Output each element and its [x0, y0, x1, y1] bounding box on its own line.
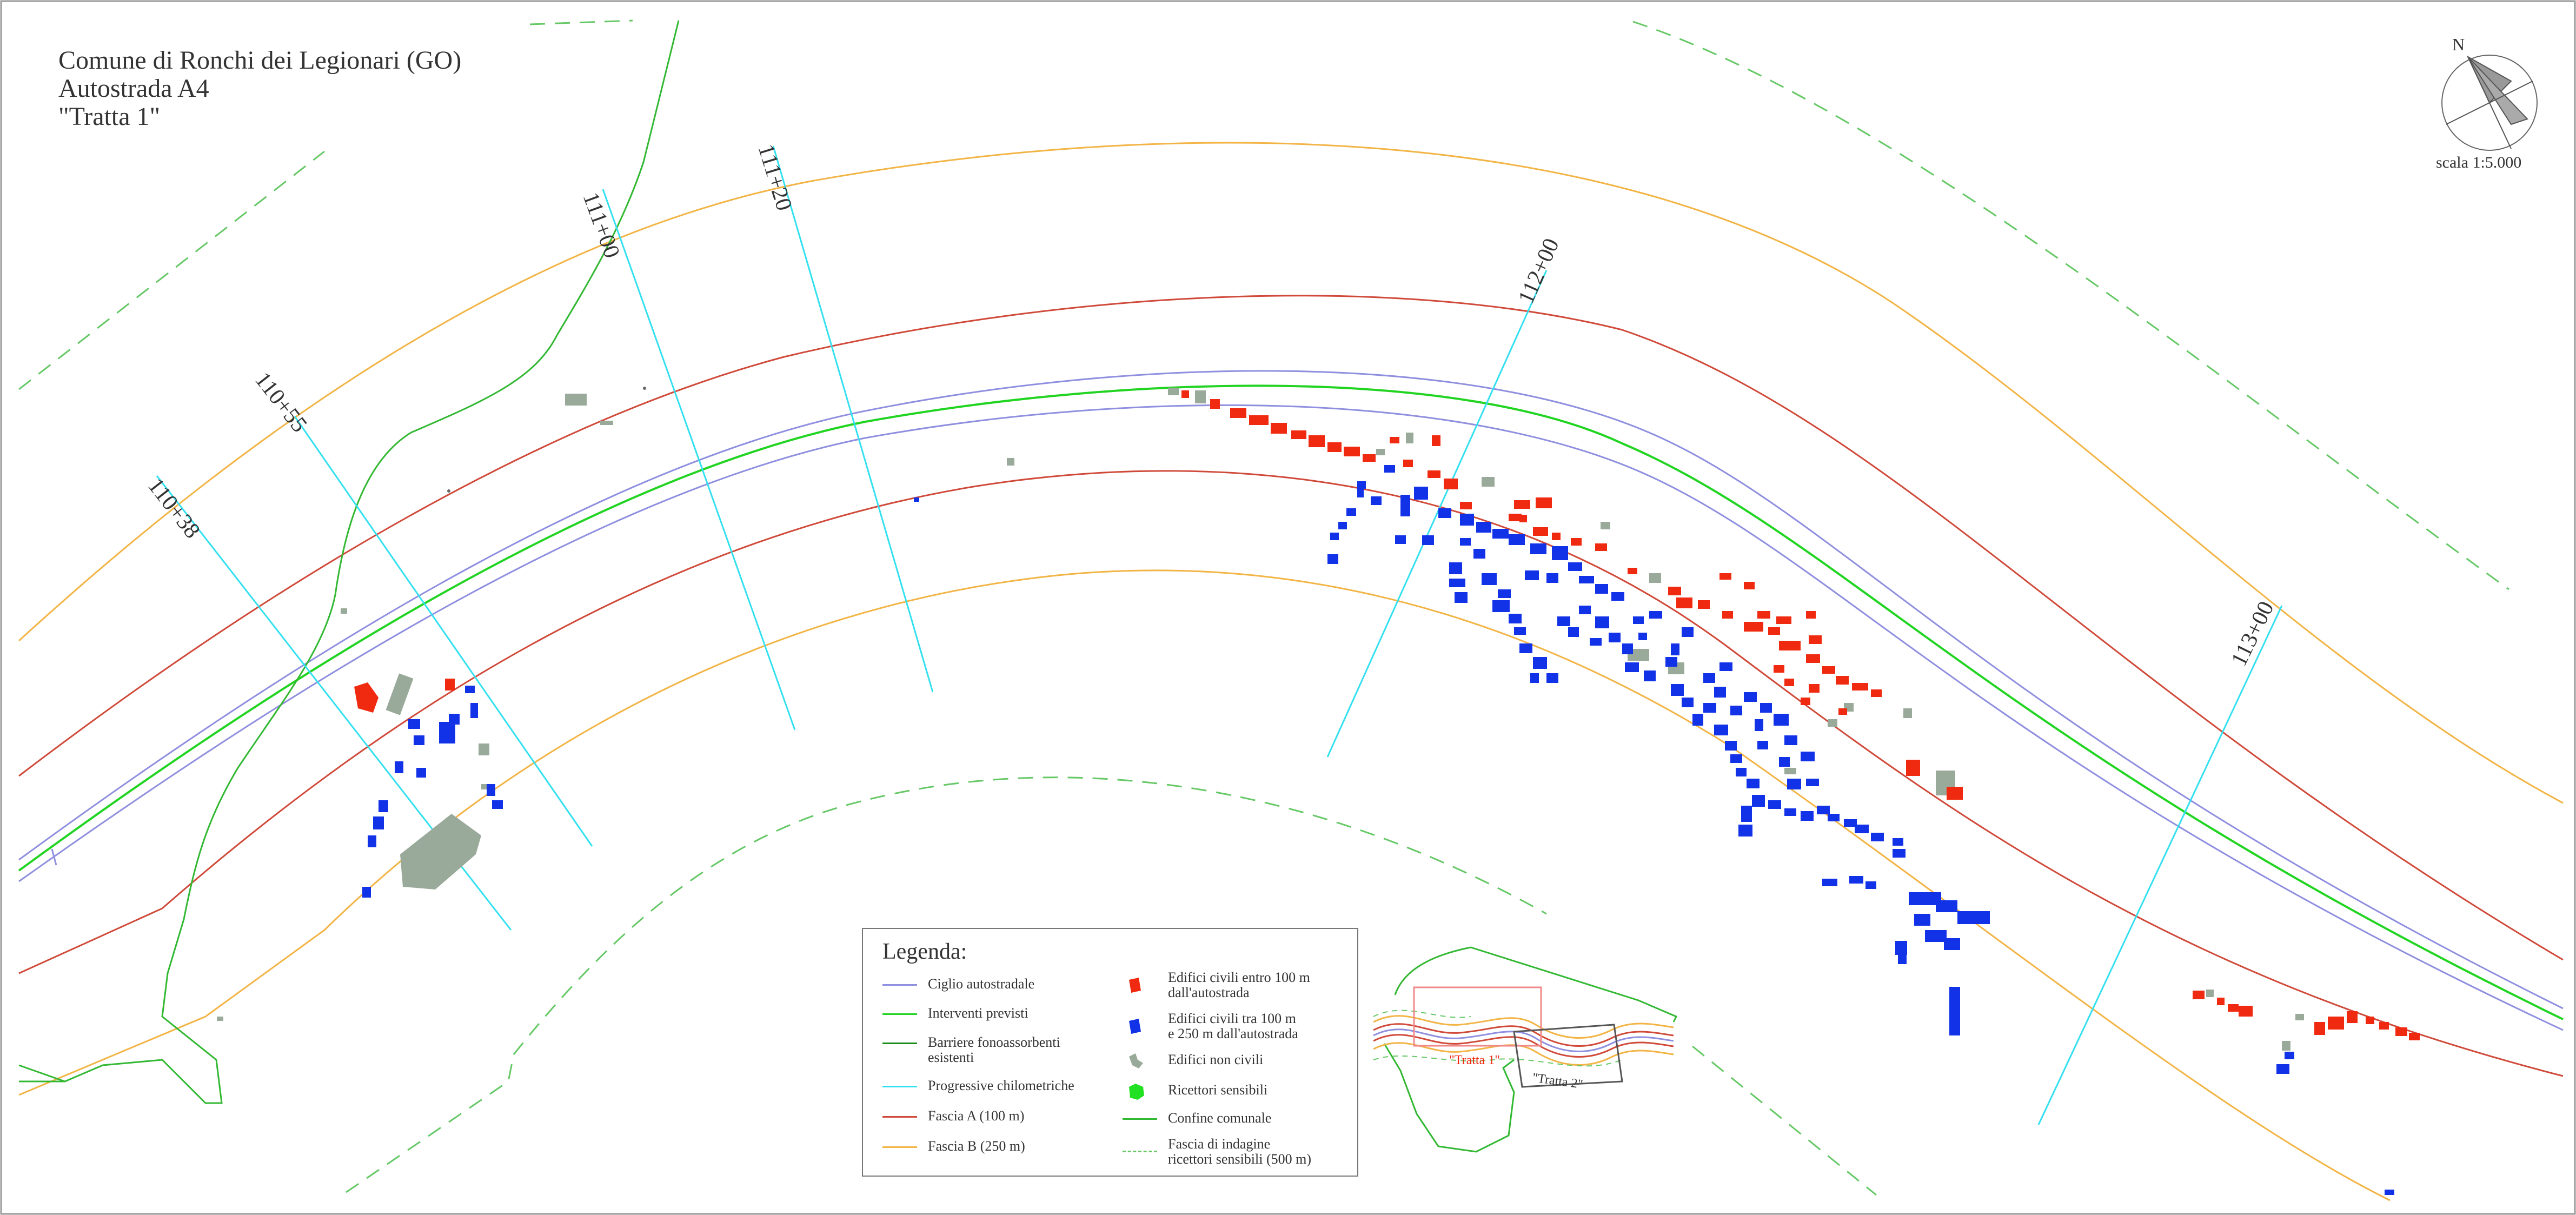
blue-building-icon — [1129, 1019, 1141, 1034]
legend-label: Edifici civili tra 100 m e 250 m dall'au… — [1168, 1011, 1298, 1041]
progressive-label: 110+38 — [143, 474, 205, 543]
progressive-line-113-00 — [2037, 605, 2283, 1125]
north-arrow-icon — [2441, 55, 2538, 151]
progressive-label: 111+20 — [753, 141, 796, 214]
legend-item-progressives: Progressive chilometriche — [882, 1078, 1099, 1100]
inset-tratta1-frame — [1413, 986, 1542, 1047]
inset-map: "Tratta 1" "Tratta 2" — [1373, 946, 1678, 1153]
carriageway-edge — [18, 370, 2564, 1031]
survey-band-500m — [18, 19, 2509, 1196]
inset-tratta2-label: "Tratta 2" — [1531, 1071, 1584, 1092]
band-a-100m — [18, 295, 2564, 1077]
legend-panel: Legenda: Ciglio autostradale Interventi … — [862, 928, 1358, 1177]
legend-item-civil-within-100m: Edifici civili entro 100 m dall'autostra… — [1123, 970, 1350, 1005]
inset-tratta2-frame — [1513, 1024, 1623, 1088]
progressive-label: 112+00 — [1513, 235, 1564, 308]
progressive-line-111-00 — [602, 189, 796, 731]
legend-title: Legenda: — [882, 939, 967, 964]
legend-swatch — [882, 1146, 917, 1148]
carriageway-tick — [51, 848, 57, 866]
legend-label: Edifici civili entro 100 m dall'autostra… — [1168, 970, 1310, 1000]
municipal-boundary — [18, 20, 680, 1104]
legend-item-barriers: Barriere fonoassorbenti esistenti — [882, 1035, 1099, 1067]
legend-swatch — [882, 1013, 917, 1015]
band-b-250m — [18, 142, 2564, 1201]
legend-item-survey-band: Fascia di indagine ricettori sensibili (… — [1123, 1137, 1350, 1171]
legend-item-planned: Interventi previsti — [882, 1006, 1099, 1027]
map-title-block: Comune di Ronchi dei Legionari (GO) Auto… — [58, 47, 461, 131]
legend-item-non-civil: Edifici non civili — [1123, 1052, 1350, 1074]
civil-buildings-100-250m — [362, 465, 2394, 1195]
planned-interventions — [18, 384, 2564, 1020]
progressive-line-110-55 — [294, 416, 593, 847]
progressive-label: 113+00 — [2227, 597, 2279, 670]
legend-label: Interventi previsti — [928, 1005, 1028, 1021]
red-building-icon — [1129, 978, 1141, 993]
legend-item-band-b: Fascia B (250 m) — [882, 1139, 1099, 1160]
legend-swatch — [1123, 1118, 1157, 1120]
legend-item-municipal-boundary: Confine comunale — [1123, 1111, 1350, 1132]
scale-label: scala 1:5.000 — [2436, 154, 2522, 171]
legend-label: Confine comunale — [1168, 1110, 1272, 1126]
legend-item-carriageway: Ciglio autostradale — [882, 977, 1099, 998]
civil-buildings-within-100m — [354, 390, 2420, 1040]
legend-swatch — [882, 1086, 917, 1087]
survey-point — [447, 489, 450, 493]
inset-tratta1-label: "Tratta 1" — [1449, 1053, 1500, 1067]
progressive-lines — [156, 145, 2283, 1125]
north-label: N — [2452, 35, 2465, 54]
legend-item-sensitive: Ricettori sensibili — [1123, 1083, 1350, 1104]
legend-swatch — [882, 1043, 917, 1044]
legend-label: Ricettori sensibili — [1168, 1082, 1268, 1098]
legend-swatch — [1123, 1151, 1157, 1152]
legend-label: Fascia di indagine ricettori sensibili (… — [1168, 1136, 1312, 1167]
progressive-line-112-00 — [1326, 270, 1548, 758]
green-building-icon — [1129, 1084, 1144, 1100]
progressive-line-111-20 — [772, 145, 934, 693]
legend-label: Barriere fonoassorbenti esistenti — [928, 1034, 1060, 1065]
survey-point — [643, 387, 646, 390]
legend-swatch — [882, 1116, 917, 1118]
legend-item-civil-100-250m: Edifici civili tra 100 m e 250 m dall'au… — [1123, 1011, 1350, 1046]
legend-swatch — [882, 984, 917, 986]
legend-label: Edifici non civili — [1168, 1052, 1264, 1067]
legend-label: Fascia B (250 m) — [928, 1138, 1025, 1154]
legend-label: Progressive chilometriche — [928, 1078, 1074, 1093]
non-civil-buildings — [217, 388, 2304, 1051]
legend-item-band-a: Fascia A (100 m) — [882, 1108, 1099, 1130]
grey-building-icon — [1129, 1053, 1143, 1068]
legend-label: Ciglio autostradale — [928, 976, 1035, 992]
legend-label: Fascia A (100 m) — [928, 1108, 1025, 1124]
map-title-highway: Autostrada A4 — [58, 74, 209, 103]
map-title-section: "Tratta 1" — [58, 102, 161, 131]
map-title-municipality: Comune di Ronchi dei Legionari (GO) — [58, 46, 462, 75]
